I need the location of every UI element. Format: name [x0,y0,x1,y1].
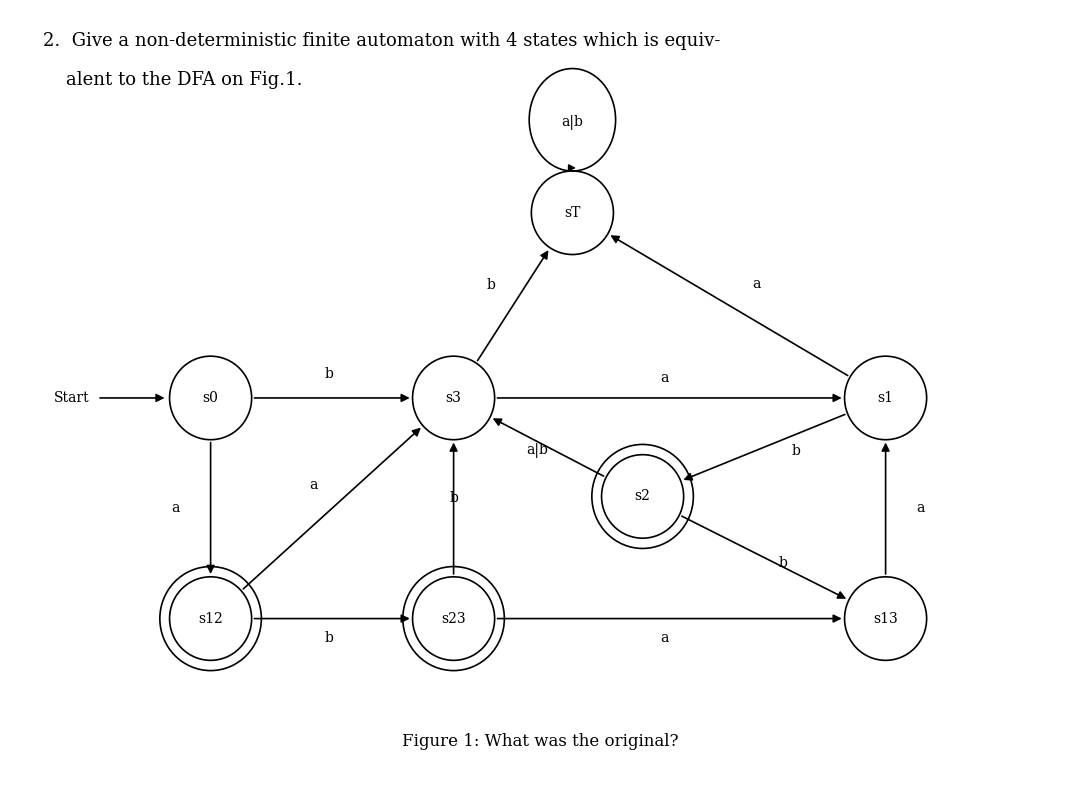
Text: alent to the DFA on Fig.1.: alent to the DFA on Fig.1. [43,71,302,89]
Text: s1: s1 [878,391,893,405]
Text: 2.  Give a non-deterministic finite automaton with 4 states which is equiv-: 2. Give a non-deterministic finite autom… [43,32,720,50]
Text: s0: s0 [203,391,218,405]
Text: a: a [171,501,179,515]
Text: b: b [325,367,334,381]
Text: a: a [752,277,760,291]
Text: s2: s2 [635,489,650,504]
Text: a: a [916,501,924,515]
Text: b: b [449,491,458,505]
Text: sT: sT [564,206,581,220]
Text: a: a [309,478,318,492]
Text: b: b [792,444,800,458]
Text: a: a [660,371,669,385]
Text: s12: s12 [199,611,222,626]
Text: s3: s3 [446,391,461,405]
Text: a|b: a|b [562,114,583,130]
Text: b: b [487,278,496,292]
Text: s13: s13 [874,611,897,626]
Text: b: b [325,631,334,645]
Text: b: b [779,556,787,571]
Text: a: a [660,631,669,645]
Text: Figure 1: What was the original?: Figure 1: What was the original? [402,733,678,750]
Text: a|b: a|b [526,443,548,459]
Text: s23: s23 [442,611,465,626]
Text: Start: Start [54,391,90,405]
